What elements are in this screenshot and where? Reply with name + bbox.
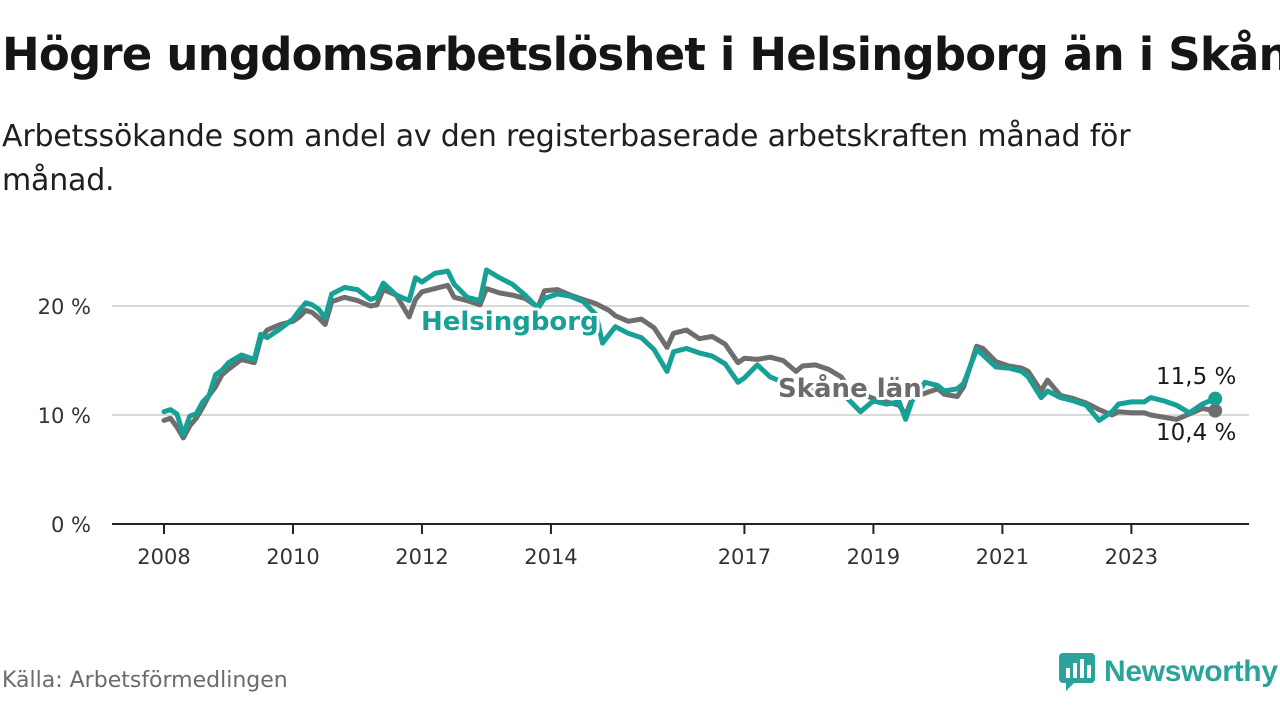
x-axis: 2008 2010 2012 2014 2017 2019 2021 2023: [112, 523, 1249, 569]
series-lines: [161, 267, 1223, 441]
newsworthy-icon: [1059, 653, 1095, 691]
series-label-skane: Skåne län: [778, 372, 922, 404]
end-label-helsingborg: 11,5 %: [1156, 364, 1236, 390]
x-tick-label: 2008: [137, 545, 190, 569]
chart-title: Högre ungdomsarbetslöshet i Helsingborg …: [2, 28, 1280, 81]
x-tick-label: 2010: [266, 545, 319, 569]
series-label-helsingborg: Helsingborg: [421, 307, 599, 337]
y-tick-label: 10 %: [38, 404, 91, 428]
chart-subtitle: Arbetssökande som andel av den registerb…: [2, 119, 1131, 198]
x-tick-label: 2023: [1105, 545, 1158, 569]
source-note: Källa: Arbetsförmedlingen: [2, 668, 288, 693]
brand-name: Newsworthy: [1104, 655, 1278, 688]
newsworthy-logo: Newsworthy: [1058, 652, 1278, 692]
x-tick-label: 2021: [976, 545, 1029, 569]
y-tick-label: 20 %: [38, 295, 91, 319]
y-tick-label: 0 %: [51, 513, 91, 537]
series-line-skane: [161, 282, 1218, 441]
x-tick-label: 2019: [847, 545, 900, 569]
end-point-helsingborg: [1208, 391, 1223, 406]
x-tick-label: 2017: [718, 545, 771, 569]
y-axis-tick-labels: 0 % 10 % 20 %: [38, 295, 91, 537]
x-tick-label: 2012: [395, 545, 448, 569]
x-tick-label: 2014: [524, 545, 577, 569]
series-line-helsingborg: [161, 267, 1218, 438]
end-point-skane: [1208, 403, 1223, 418]
series-labels: Helsingborg Skåne län 11,5 % 10,4 %: [418, 304, 1236, 446]
end-label-skane: 10,4 %: [1156, 420, 1236, 446]
